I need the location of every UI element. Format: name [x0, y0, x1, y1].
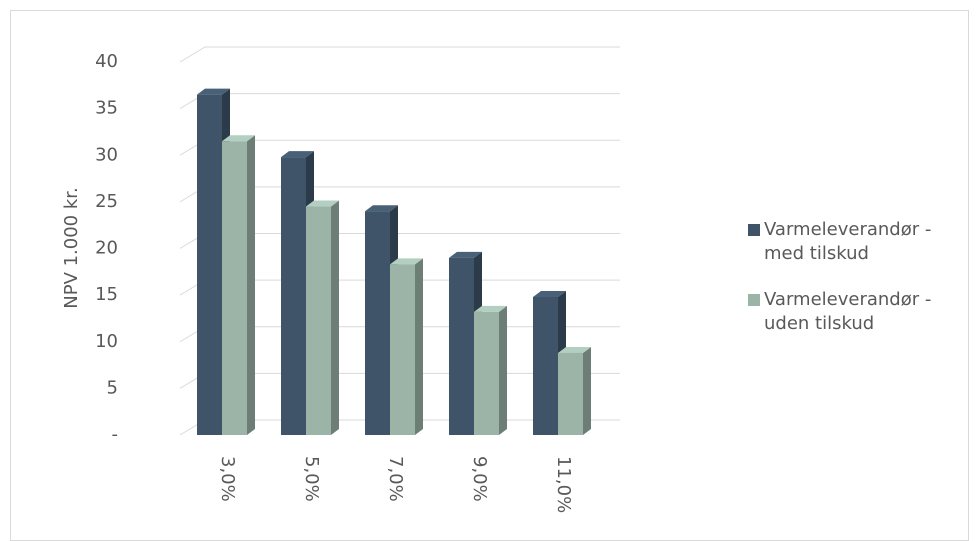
- bar-top: [558, 346, 591, 353]
- legend-swatch: [748, 224, 760, 236]
- bar-top: [533, 290, 566, 297]
- bar: [197, 94, 222, 435]
- legend: Varmeleverandør - med tilskud Varmelevera…: [748, 218, 973, 358]
- bar: [558, 352, 583, 435]
- bar-top: [306, 200, 339, 207]
- bar-side: [499, 305, 507, 435]
- y-tick-label: 20: [95, 238, 118, 259]
- bar: [281, 157, 306, 436]
- bar-side: [415, 258, 423, 435]
- y-tick-label: -: [112, 424, 119, 445]
- bar: [474, 311, 499, 435]
- bar-top: [365, 205, 398, 212]
- grid-line: [179, 93, 620, 110]
- bar-top: [197, 88, 230, 95]
- y-tick-label: 5: [107, 377, 118, 398]
- legend-item: Varmeleverandør - uden tilskud: [748, 288, 973, 336]
- bar: [306, 206, 331, 435]
- x-tick-label: 3,0%: [217, 456, 238, 502]
- bar: [365, 211, 390, 435]
- y-tick-label: 25: [95, 191, 118, 212]
- x-tick-label: 9,0%: [469, 456, 490, 502]
- legend-label: Varmeleverandør - med tilskud: [764, 219, 932, 264]
- bar: [533, 296, 558, 435]
- grid-line: [179, 46, 620, 63]
- bar-side: [331, 200, 339, 435]
- y-tick-label: 10: [95, 331, 118, 352]
- bar: [222, 141, 247, 435]
- x-tick-label: 11,0%: [553, 456, 574, 513]
- bar-top: [474, 305, 507, 312]
- bar-side: [583, 346, 591, 435]
- y-tick-label: 35: [95, 98, 118, 119]
- bar-top: [390, 258, 423, 265]
- bar-top: [449, 251, 482, 258]
- y-tick-label: 30: [95, 144, 118, 165]
- x-tick-label: 7,0%: [385, 456, 406, 502]
- x-tick-label: 5,0%: [301, 456, 322, 502]
- bar-top: [281, 151, 314, 158]
- bar-top: [222, 135, 255, 142]
- bar: [449, 257, 474, 435]
- y-axis-title: NPV 1.000 kr.: [61, 187, 82, 309]
- y-tick-label: 15: [95, 284, 118, 305]
- y-tick-label: 40: [95, 51, 118, 72]
- legend-label: Varmeleverandør - uden tilskud: [764, 289, 932, 334]
- legend-item: Varmeleverandør - med tilskud: [748, 218, 973, 266]
- bar-side: [247, 135, 255, 435]
- legend-swatch: [748, 294, 760, 306]
- bar: [390, 264, 415, 435]
